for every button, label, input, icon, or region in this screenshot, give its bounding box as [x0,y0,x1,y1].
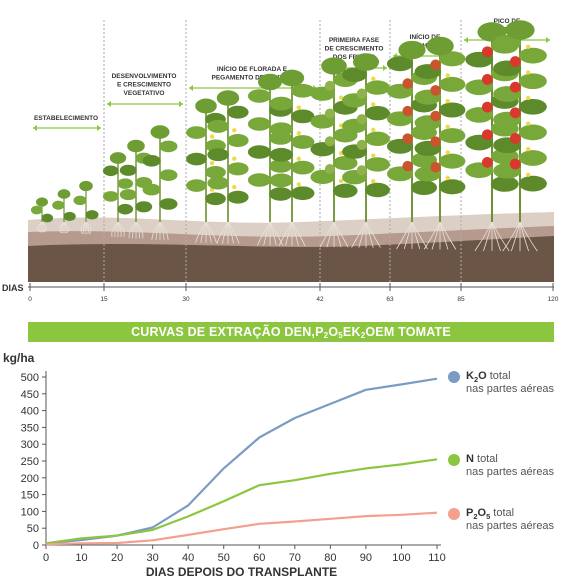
soil-deep-layer [28,236,554,282]
timeline-tick-label-6: 120 [548,296,559,303]
legend-n-desc: nas partes aéreas [466,466,555,478]
y-tick-label-4: 200 [21,473,39,485]
banner-o1: O [328,324,339,339]
y-tick-label-5: 250 [21,456,39,468]
tomato-plant-11 [342,53,390,248]
stage-label-1: DESENVOLVIMENTO E CRESCIMENTO VEGETATIVO [112,73,177,97]
banner-p-sub2: 5 [338,330,343,340]
x-tick-label-9: 90 [360,552,372,564]
chart-title-banner: CURVAS DE EXTRAÇÃO DE N, P2O5 E K2O EM T… [28,322,554,342]
timeline-tick-label-3: 42 [316,296,324,303]
banner-p-sub1: 2 [323,330,329,340]
stage-arrowhead-right-1 [179,101,183,107]
legend-n-label: N total [466,453,498,465]
stage-arrowhead-left-2 [189,85,193,91]
x-tick-label-7: 70 [289,552,301,564]
x-tick-label-4: 40 [182,552,194,564]
tomato-plant-8 [247,73,293,246]
stage-label-4: INÍCIO DE COLHEITA [409,32,442,50]
legend-k2o-dot [448,371,460,383]
tomato-plant-0 [30,197,54,233]
banner-suffix: EM TOMATE [375,325,451,339]
x-tick-label-10: 100 [392,552,410,564]
timeline-tick-label-5: 85 [457,296,465,303]
series-line-k2o [45,377,438,545]
x-tick-label-6: 60 [253,552,265,564]
stage-arrowhead-left-0 [33,125,37,131]
y-axis-label: kg/ha [3,351,35,365]
banner-n: N [302,325,312,339]
banner-k-sub: 2 [360,330,366,340]
timeline-tick-label-0: 0 [28,296,32,303]
y-tick-label-0: 0 [33,540,39,552]
timeline-tick-label-1: 15 [100,296,108,303]
tomato-plant-9 [269,69,315,247]
tomato-plant-6 [186,98,226,243]
x-axis-label: DIAS DEPOIS DO TRANSPLANTE [146,565,337,579]
banner-k: K [351,324,361,339]
y-tick-label-3: 150 [21,490,39,502]
banner-prefix: CURVAS DE EXTRAÇÃO DE [131,325,303,339]
x-tick-label-0: 0 [43,552,49,564]
extraction-line-chart: kg/ha 0 50 100 150 200 250 300 350 400 450 500 0 10 20… [3,351,446,579]
banner-o2: O [365,324,376,339]
timeline-tick-label-4: 63 [386,296,394,303]
legend-k2o-label: K2O total [466,370,511,385]
stage-arrowhead-right-5 [546,37,550,43]
x-tick-label-2: 20 [111,552,123,564]
legend-k2o: K2O total nas partes aéreas [448,370,563,400]
legend-n: N total nas partes aéreas [448,453,563,483]
growth-stages-illustration: ESTABELECIMENTO DESENVOLVIMENTO E CRESCIME… [2,18,559,303]
y-tick-label-2: 100 [21,506,39,518]
stage-arrowhead-right-3 [383,65,387,71]
legend-k2o-desc: nas partes aéreas [466,383,555,395]
tomato-plant-3 [102,152,134,238]
tomato-plant-13 [414,36,466,250]
stage-label-3: PRIMEIRA FASE DE CRESCIMENTO DOS FRUTOS [325,37,384,61]
tomato-plant-2 [73,180,99,235]
timeline-tick-label-2: 30 [182,296,190,303]
y-tick-label-7: 350 [21,422,39,434]
stage-arrowhead-left-5 [464,37,468,43]
x-tick-label-1: 10 [75,552,87,564]
x-tick-label-5: 50 [218,552,230,564]
banner-sep2: E [342,325,352,339]
legend-p2o5-dot [448,508,460,520]
legend-p2o5: P2O5 total nas partes aéreas [448,507,563,537]
series-line-n [45,458,438,545]
y-tick-label-1: 50 [27,523,39,535]
y-tick-label-8: 400 [21,406,39,418]
y-tick-label-10: 500 [21,372,39,384]
banner-sep1: , [311,325,316,339]
tomato-plant-1 [52,189,76,234]
legend-p2o5-label: P2O5 total [466,507,515,522]
stage-arrowhead-right-0 [97,125,101,131]
banner-p: P [315,324,324,339]
stage-label-0: ESTABELECIMENTO [34,115,98,122]
series-line-p2o5 [45,511,438,546]
legend-n-dot [448,454,460,466]
x-tick-label-8: 80 [324,552,336,564]
stage-label-2: INÍCIO DE FLORADA E PEGAMENTO DE FRUTOS [211,64,293,82]
timeline-label: DIAS [2,283,24,293]
tomato-plant-15 [493,20,547,252]
legend-p2o5-desc: nas partes aéreas [466,520,555,532]
y-tick-label-6: 300 [21,439,39,451]
y-tick-label-9: 450 [21,389,39,401]
tomato-plant-5 [142,125,178,240]
x-tick-label-11: 110 [428,552,446,564]
stage-arrowhead-left-1 [107,101,111,107]
tomato-plant-7 [207,90,249,244]
x-tick-label-3: 30 [147,552,159,564]
